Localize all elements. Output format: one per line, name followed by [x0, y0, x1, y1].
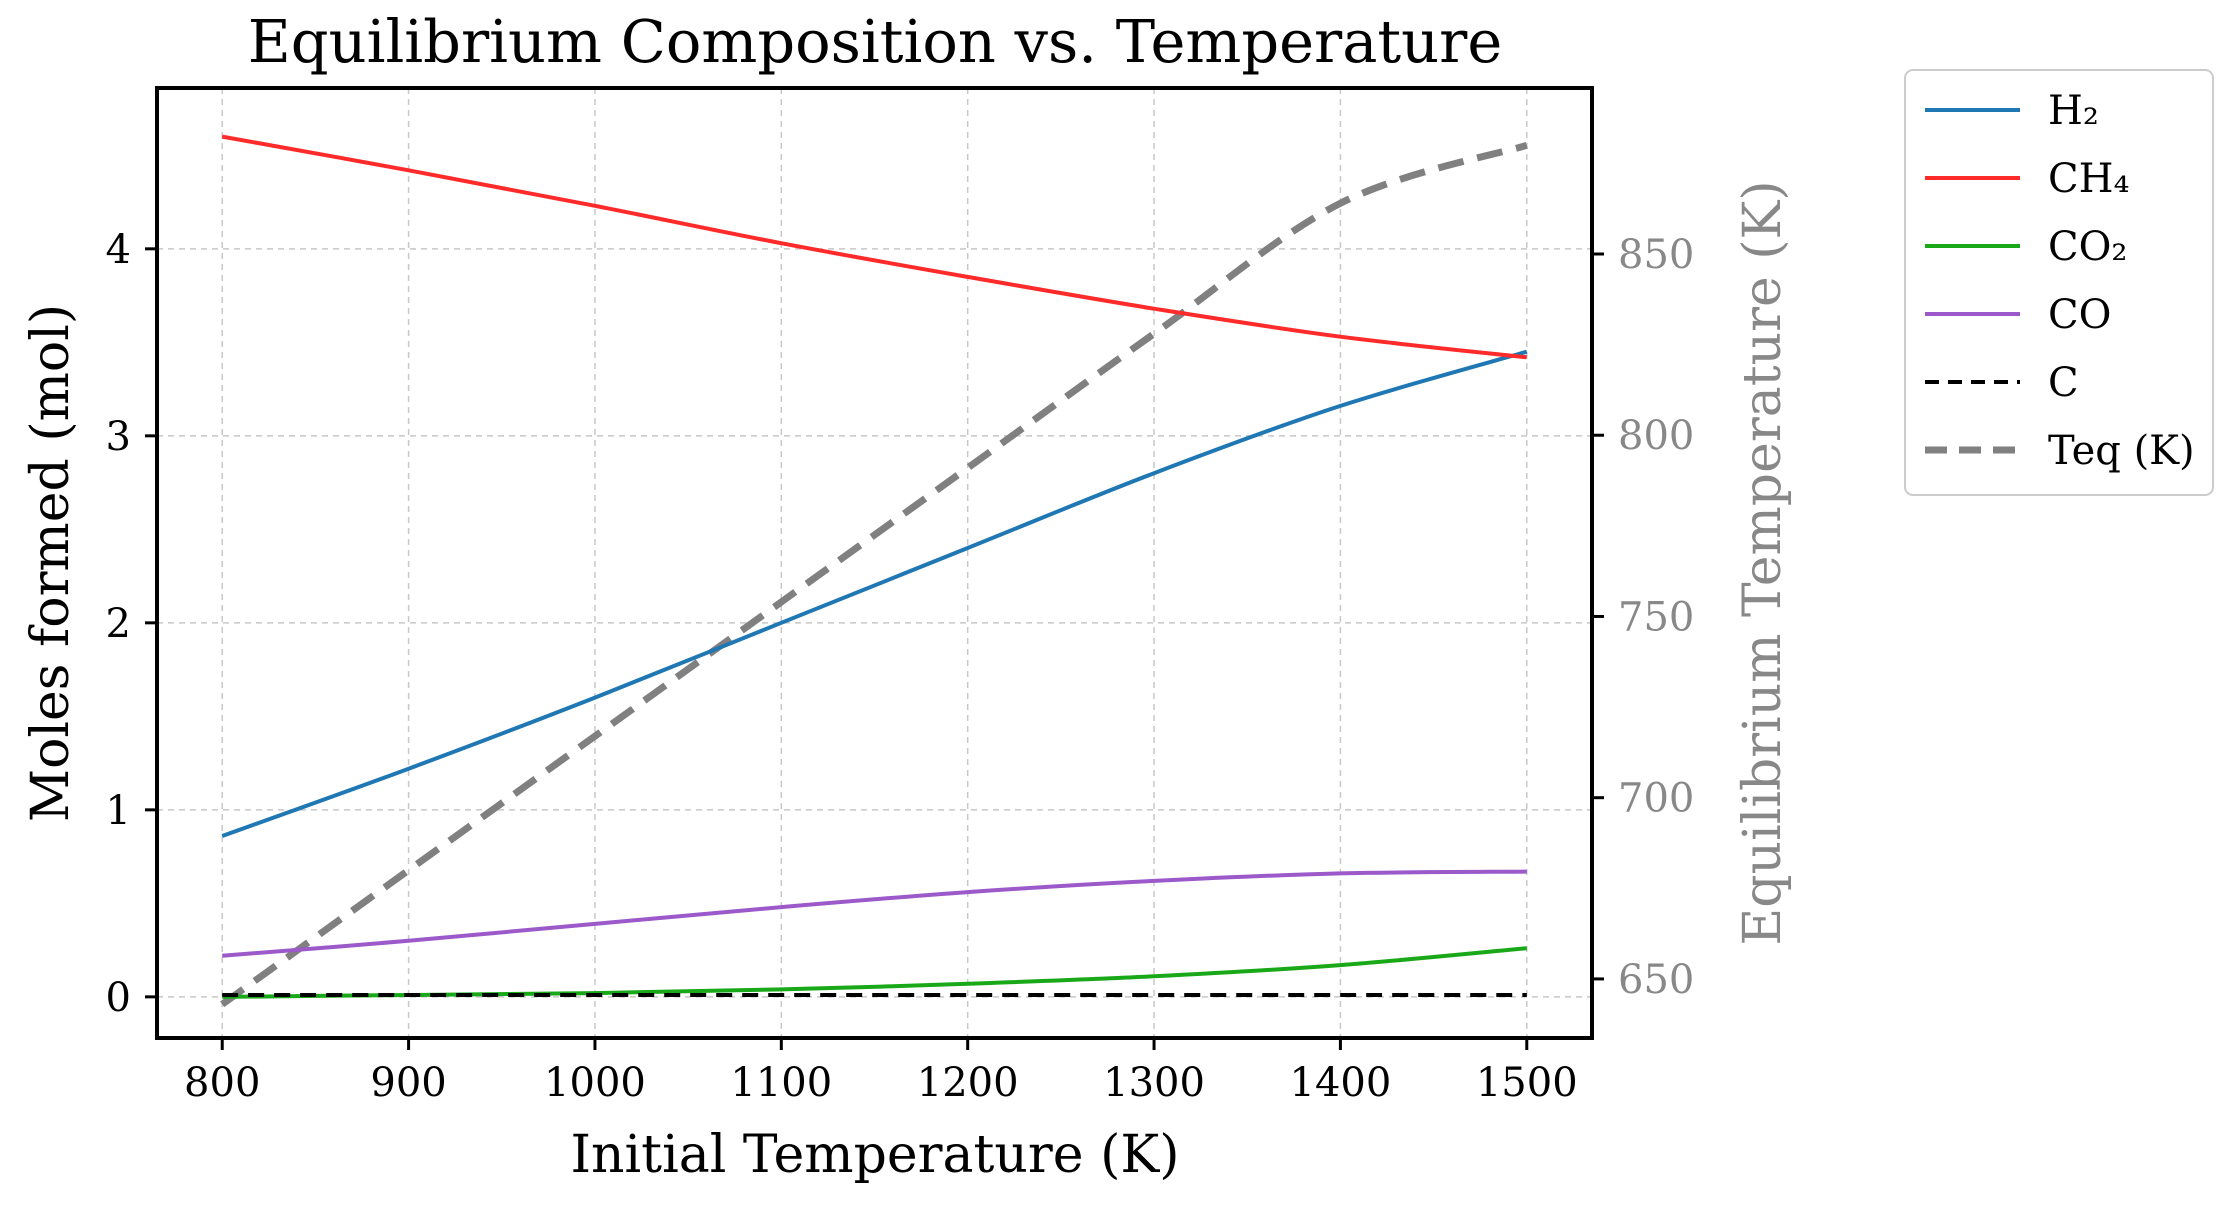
x-tick-label: 1500	[1476, 1060, 1578, 1106]
y2-tick-label: 750	[1618, 594, 1694, 640]
legend-label: CO₂	[2048, 224, 2127, 270]
x-tick-label: 1000	[544, 1060, 646, 1106]
y2-axis-label: Equilibrium Temperature (K)	[1733, 180, 1793, 945]
series-line-co	[222, 946, 1527, 999]
x-tick-label: 1100	[730, 1060, 832, 1106]
y2-tick-label: 850	[1618, 232, 1694, 278]
plot-area-frame	[155, 86, 1594, 1040]
legend: H₂ CH₄ CO₂ CO C Teq (K)	[1904, 69, 2214, 496]
legend-label: Teq (K)	[2048, 428, 2195, 474]
chart-title: Equilibrium Composition vs. Temperature	[248, 7, 1503, 76]
y-tick-label: 1	[106, 788, 131, 834]
y-axis-label: Moles formed (mol)	[21, 304, 81, 822]
y-tick-label: 0	[106, 975, 131, 1021]
series-line-co	[222, 869, 1527, 958]
legend-label: C	[2048, 360, 2079, 406]
x-tick-label: 800	[184, 1060, 260, 1106]
x-tick-label: 1300	[1103, 1060, 1205, 1106]
y2-tick-label: 650	[1618, 957, 1694, 1003]
ticks: 800 900 1000 1100 1200 1300 1400 1500 0 1 2 3 4 650 70…	[106, 227, 1695, 1106]
x-tick-label: 900	[370, 1060, 446, 1106]
series-line-teq-k	[220, 141, 1528, 1008]
x-axis-label: Initial Temperature (K)	[571, 1125, 1180, 1185]
legend-label: CH₄	[2048, 156, 2130, 202]
y2-tick-label: 700	[1618, 776, 1694, 822]
legend-label: H₂	[2048, 88, 2099, 134]
series-layer	[220, 134, 1528, 1008]
y-tick-label: 3	[106, 414, 131, 460]
legend-label: CO	[2048, 292, 2111, 338]
x-tick-label: 1200	[917, 1060, 1019, 1106]
x-tick-label: 1400	[1290, 1060, 1392, 1106]
series-line-ch	[221, 134, 1528, 360]
y2-tick-label: 800	[1618, 413, 1694, 459]
series-line-h	[221, 349, 1528, 838]
y-tick-label: 4	[106, 227, 131, 273]
y-tick-label: 2	[106, 601, 131, 647]
